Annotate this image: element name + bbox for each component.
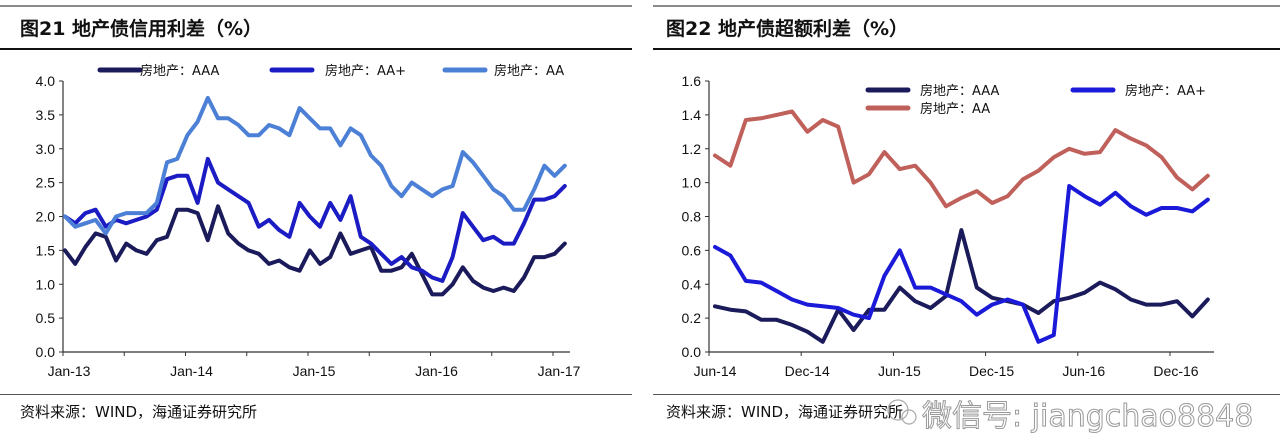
title-rule-right [653, 48, 1280, 50]
top-divider-left [0, 5, 632, 7]
x-tick-label: Jan-16 [415, 363, 458, 379]
x-tick-label: Jan-14 [170, 363, 213, 379]
y-tick-label: 1.6 [682, 73, 702, 89]
x-tick-label: Jun-16 [1062, 363, 1105, 379]
y-tick-label: 3.0 [36, 141, 56, 157]
series-line-3 [63, 95, 567, 236]
y-tick-label: 1.4 [682, 107, 702, 123]
legend-label: 房地产：AA+ [1125, 83, 1206, 99]
series-line-1 [63, 204, 567, 297]
y-tick-label: 0.4 [682, 276, 702, 292]
y-tick-label: 2.5 [36, 175, 56, 191]
x-tick-label: Jun-15 [878, 363, 921, 379]
source-rule-right [653, 394, 1280, 395]
series-line-1 [713, 228, 1210, 344]
y-tick-label: 0.8 [682, 209, 702, 225]
x-tick-label: Dec-16 [1153, 363, 1198, 379]
y-tick-label: 0.0 [682, 344, 702, 360]
legend-label: 房地产：AA+ [325, 63, 406, 79]
x-tick-label: Jan-13 [48, 363, 91, 379]
y-tick-label: 1.0 [36, 276, 56, 292]
wechat-logo-icon-bubble [901, 409, 917, 425]
title-rule-left [0, 48, 632, 50]
y-tick-label: 0.0 [36, 344, 56, 360]
source-note-right: 资料来源：WIND，海通证券研究所 [666, 403, 904, 421]
y-tick-label: 0.5 [36, 310, 56, 326]
y-tick-label: 3.5 [36, 107, 56, 123]
x-tick-label: Jun-14 [694, 363, 737, 379]
x-tick-label: Dec-15 [969, 363, 1014, 379]
y-tick-label: 0.6 [682, 242, 702, 258]
legend-label: 房地产：AA [494, 63, 564, 79]
source-rule-left [0, 394, 632, 395]
legend-label: 房地产：AAA [920, 83, 1000, 99]
y-tick-label: 1.5 [36, 242, 56, 258]
top-divider-right [653, 5, 1280, 7]
series-line-3 [713, 109, 1210, 209]
y-tick-label: 2.0 [36, 209, 56, 225]
x-tick-label: Jan-15 [293, 363, 336, 379]
series-line-2 [63, 156, 567, 283]
x-tick-label: Dec-14 [785, 363, 830, 379]
y-tick-label: 1.2 [682, 141, 702, 157]
watermark-text: 微信号: jiangchao8848 [922, 399, 1253, 433]
source-note-left: 资料来源：WIND，海通证券研究所 [20, 403, 258, 421]
legend-label: 房地产：AAA [140, 63, 220, 79]
chart-title-left: 图21 地产债信用利差（%） [20, 18, 263, 40]
legend-label: 房地产：AA [920, 101, 990, 117]
y-tick-label: 1.0 [682, 175, 702, 191]
y-tick-label: 4.0 [36, 73, 56, 89]
x-tick-label: Jan-17 [538, 363, 581, 379]
chart-title-right: 图22 地产债超额利差（%） [666, 18, 909, 40]
y-tick-label: 0.2 [682, 310, 702, 326]
series-line-2 [713, 184, 1210, 344]
